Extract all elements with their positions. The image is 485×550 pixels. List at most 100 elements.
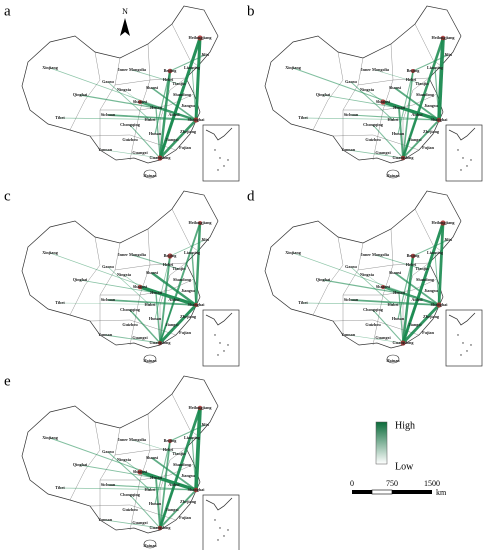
panel-label: c [4, 188, 11, 204]
province-label: Heilongjiang [431, 35, 455, 40]
inset-island [462, 342, 464, 344]
flow-line [155, 292, 161, 344]
inset-island [227, 344, 229, 346]
province-label: Ningxia [360, 272, 375, 277]
province-label: Chongqing [120, 492, 141, 497]
province-label: Hainan [386, 358, 400, 363]
flow-line [107, 114, 197, 121]
province-label: Guangxi [132, 520, 148, 525]
province-label: Hunan [149, 501, 162, 506]
flow-line [194, 407, 202, 491]
flow-line [402, 70, 414, 159]
province-border [357, 77, 430, 86]
province-label: Yunnan [341, 332, 356, 337]
province-label: Beijing [407, 68, 421, 73]
province-label: Hainan [386, 173, 400, 178]
flow-line [322, 279, 400, 294]
map-panel: e Heilongjiang Jilin Liaoning Xinjiang Inner … [4, 373, 240, 550]
flow-line [79, 464, 157, 479]
province-label: Jiangxi [408, 137, 422, 142]
province-label: Tianjin [415, 266, 429, 271]
province-label: Gansu [345, 264, 357, 269]
province-label: Tianjin [172, 451, 186, 456]
hub-dot [194, 303, 198, 307]
map-panel: b Heilongjiang Jilin Liaoning Xinjiang Inner … [247, 3, 483, 182]
province-label: Ningxia [117, 87, 132, 92]
province-border [414, 208, 442, 252]
province-label: Fujian [179, 145, 192, 150]
inset-island [223, 535, 225, 537]
flow-line [401, 304, 441, 344]
flow-line [159, 119, 197, 159]
hub-dot [381, 285, 385, 289]
province-label: Qinghai [73, 92, 88, 97]
province-border [69, 51, 101, 131]
province-border [129, 413, 151, 531]
province-label: Hunan [149, 316, 162, 321]
panel-label: e [4, 373, 11, 389]
province-label: Xinjiang [42, 250, 58, 255]
inset-island [466, 165, 468, 167]
province-border [414, 23, 442, 67]
scale-tick-label: 0 [350, 479, 354, 488]
flow-line [139, 285, 197, 307]
province-label: Liaoning [184, 435, 201, 440]
province-label: Hainan [143, 173, 157, 178]
inset-island [466, 350, 468, 352]
province-border [99, 242, 121, 335]
flow-line [402, 299, 418, 344]
province-label: Chongqing [120, 307, 141, 312]
flow-line [154, 70, 171, 135]
flow-line [123, 89, 141, 103]
north-arrow [120, 18, 130, 36]
province-label: Shanxi [146, 270, 159, 275]
panel-label: a [4, 3, 11, 19]
flow-line [292, 252, 440, 306]
province-label: Zhejiang [180, 129, 197, 134]
flow-line [434, 252, 440, 306]
province-label: Shanghai [188, 487, 206, 492]
scale-tick-label: 1500 [424, 479, 440, 488]
inset-island [219, 342, 221, 344]
flow-line [107, 266, 151, 306]
flow-line [397, 70, 414, 135]
province-label: Shaanxi [133, 469, 148, 474]
province-label: Yunnan [98, 332, 113, 337]
province-label: Hebei [406, 262, 417, 267]
province-label: Guangdong [393, 155, 415, 160]
province-label: Shaanxi [376, 99, 391, 104]
flow-line [398, 107, 404, 159]
inset-island [470, 344, 472, 346]
province-label: Xinjiang [285, 250, 301, 255]
flow-line [394, 87, 440, 121]
map-panel: a Heilongjiang Jilin Liaoning Xinjiang Inner … [4, 3, 240, 182]
flow-line [402, 114, 418, 159]
province-label: Henan [150, 475, 163, 480]
province-label: Xinjiang [42, 435, 58, 440]
province-label: Guangxi [375, 150, 391, 155]
province-label: Jilin [444, 237, 453, 242]
hub-dot [436, 117, 442, 123]
province-label: Qinghai [73, 277, 88, 282]
province-label: Sichuan [101, 112, 116, 117]
province-label: Hebei [163, 447, 174, 452]
hub-dot [167, 253, 173, 259]
flow-line [397, 255, 414, 320]
flow-line [366, 274, 384, 288]
inset-island [217, 169, 219, 171]
hub-dot [411, 69, 415, 73]
flow-line [350, 81, 394, 121]
inset-island [457, 149, 459, 151]
hub-dot [410, 253, 416, 259]
province-label: Sichuan [344, 297, 359, 302]
flow-line [123, 274, 141, 288]
hub-dot [137, 469, 143, 475]
province-border [129, 228, 151, 346]
province-label: Guangxi [132, 150, 148, 155]
province-label: Shanxi [146, 455, 159, 460]
hainan-island [386, 354, 400, 364]
panel-label: b [247, 3, 255, 19]
scale-unit: km [436, 488, 447, 497]
province-label: Zhejiang [180, 314, 197, 319]
province-label: Heilongjiang [431, 220, 455, 225]
